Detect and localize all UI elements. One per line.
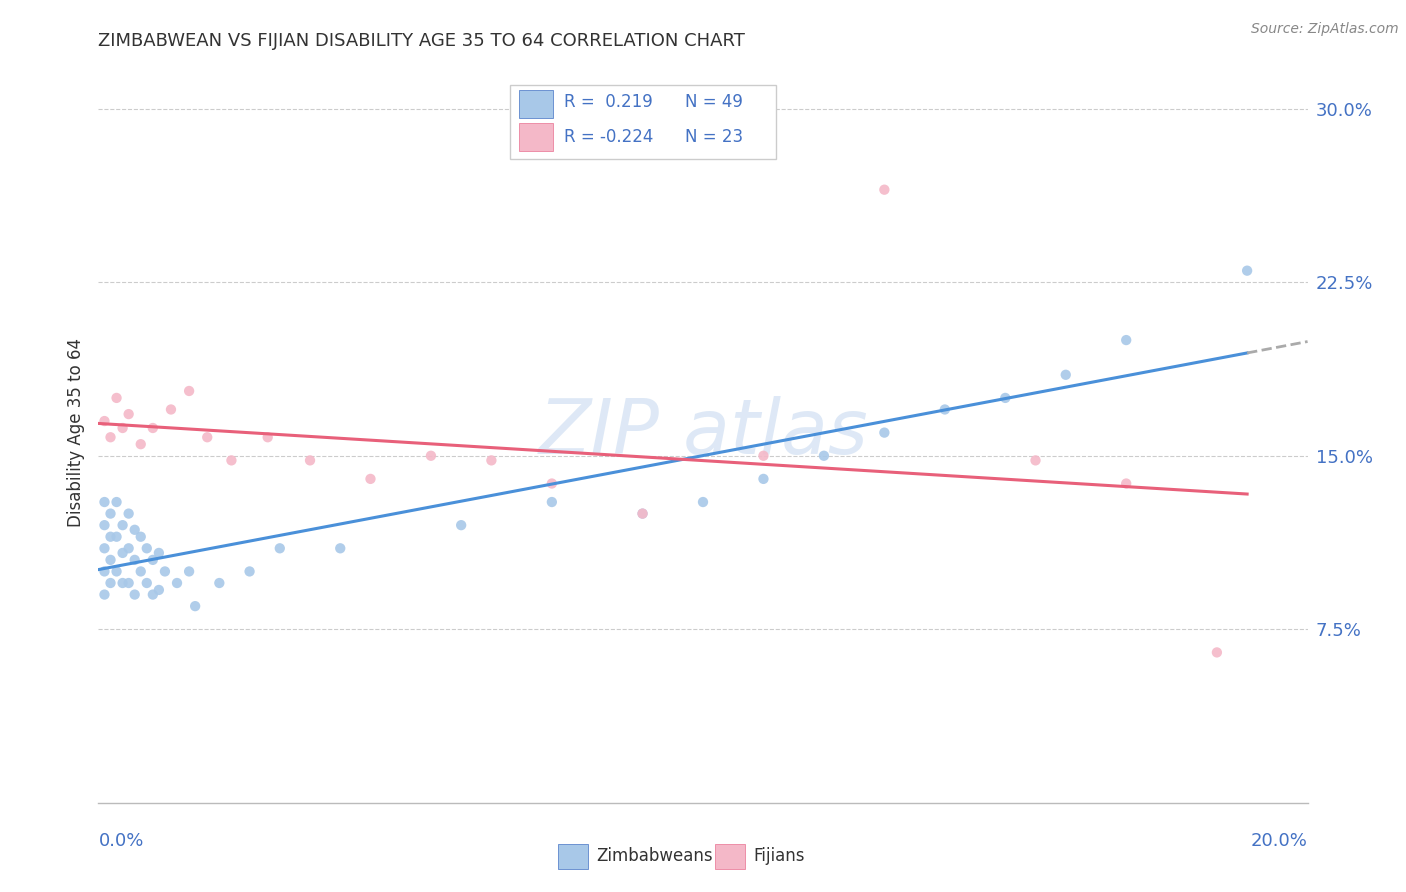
Point — [148, 582, 170, 597]
Point — [93, 541, 115, 556]
Point — [93, 495, 115, 509]
Point — [692, 495, 714, 509]
Point — [160, 402, 183, 417]
Point — [481, 453, 503, 467]
Text: Source: ZipAtlas.com: Source: ZipAtlas.com — [1251, 22, 1399, 37]
Point — [118, 576, 141, 591]
Point — [1054, 368, 1077, 382]
Point — [873, 183, 896, 197]
Bar — [519, 123, 553, 152]
Point — [100, 530, 122, 544]
Point — [148, 546, 170, 560]
Point — [135, 576, 157, 591]
Point — [93, 565, 115, 579]
Point — [105, 495, 128, 509]
Point — [118, 541, 141, 556]
Point — [195, 430, 218, 444]
Text: R =  0.219: R = 0.219 — [564, 94, 652, 112]
Point — [179, 384, 201, 398]
Point — [129, 437, 152, 451]
Point — [239, 565, 262, 579]
Point — [118, 407, 141, 421]
Point — [111, 518, 134, 533]
Point — [166, 576, 188, 591]
Text: N = 49: N = 49 — [685, 94, 742, 112]
Point — [142, 553, 165, 567]
Point — [269, 541, 291, 556]
Point — [208, 576, 231, 591]
Point — [135, 541, 157, 556]
Text: Fijians: Fijians — [754, 847, 806, 865]
FancyBboxPatch shape — [509, 85, 776, 159]
Text: 20.0%: 20.0% — [1251, 832, 1308, 850]
Point — [100, 576, 122, 591]
Point — [1024, 453, 1046, 467]
Point — [450, 518, 472, 533]
Point — [111, 576, 134, 591]
Point — [329, 541, 352, 556]
Point — [631, 507, 654, 521]
Point — [1115, 476, 1137, 491]
Point — [420, 449, 443, 463]
Point — [1115, 333, 1137, 347]
Point — [360, 472, 382, 486]
Point — [1206, 645, 1229, 659]
Point — [100, 430, 122, 444]
Point — [93, 588, 115, 602]
Point — [934, 402, 956, 417]
Point — [631, 507, 654, 521]
Text: ZIMBABWEAN VS FIJIAN DISABILITY AGE 35 TO 64 CORRELATION CHART: ZIMBABWEAN VS FIJIAN DISABILITY AGE 35 T… — [98, 32, 745, 50]
Point — [124, 553, 146, 567]
Point — [540, 476, 562, 491]
Point — [105, 565, 128, 579]
Point — [124, 523, 146, 537]
Point — [105, 391, 128, 405]
Point — [142, 588, 165, 602]
Bar — [519, 90, 553, 118]
Point — [299, 453, 322, 467]
Point — [111, 421, 134, 435]
Point — [124, 588, 146, 602]
Point — [256, 430, 278, 444]
Point — [118, 507, 141, 521]
Point — [105, 530, 128, 544]
Text: 0.0%: 0.0% — [98, 832, 143, 850]
Point — [221, 453, 243, 467]
Text: N = 23: N = 23 — [685, 128, 742, 146]
Point — [873, 425, 896, 440]
Point — [142, 421, 165, 435]
Point — [129, 565, 152, 579]
Bar — [716, 844, 745, 870]
Point — [93, 414, 115, 428]
Point — [129, 530, 152, 544]
Point — [100, 507, 122, 521]
Text: Zimbabweans: Zimbabweans — [596, 847, 713, 865]
Point — [153, 565, 176, 579]
Point — [752, 472, 775, 486]
Bar — [558, 844, 588, 870]
Y-axis label: Disability Age 35 to 64: Disability Age 35 to 64 — [66, 338, 84, 527]
Point — [93, 518, 115, 533]
Text: ZIP atlas: ZIP atlas — [538, 396, 868, 469]
Point — [994, 391, 1017, 405]
Point — [111, 546, 134, 560]
Point — [100, 553, 122, 567]
Point — [540, 495, 562, 509]
Point — [813, 449, 835, 463]
Point — [179, 565, 201, 579]
Point — [184, 599, 207, 614]
Point — [1236, 263, 1258, 277]
Point — [752, 449, 775, 463]
Text: R = -0.224: R = -0.224 — [564, 128, 654, 146]
